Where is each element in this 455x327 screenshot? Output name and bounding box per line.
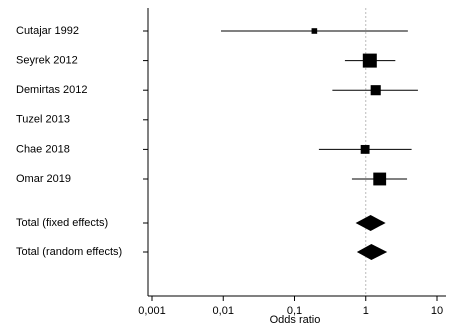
row-label: Omar 2019 <box>16 173 71 185</box>
row-label: Seyrek 2012 <box>16 55 78 67</box>
x-tick-label: 0,01 <box>213 305 234 317</box>
row-label: Tuzel 2013 <box>16 114 70 126</box>
row-label: Total (fixed effects) <box>16 217 108 229</box>
estimate-box <box>370 85 381 96</box>
x-tick-label: 10 <box>431 305 443 317</box>
row-label: Total (random effects) <box>16 246 122 258</box>
summary-diamond <box>356 244 388 260</box>
x-tick-label: 0,1 <box>287 305 302 317</box>
row-label: Demirtas 2012 <box>16 84 88 96</box>
x-tick-label: 1 <box>363 305 369 317</box>
estimate-box <box>362 53 377 68</box>
row-label: Chae 2018 <box>16 143 70 155</box>
x-axis-label: Odds ratio <box>270 314 321 326</box>
estimate-box <box>360 144 370 154</box>
summary-diamond <box>355 215 386 231</box>
row-label: Cutajar 1992 <box>16 25 79 37</box>
estimate-box <box>311 28 318 34</box>
x-tick-label: 0,001 <box>138 305 166 317</box>
estimate-box <box>373 172 387 186</box>
